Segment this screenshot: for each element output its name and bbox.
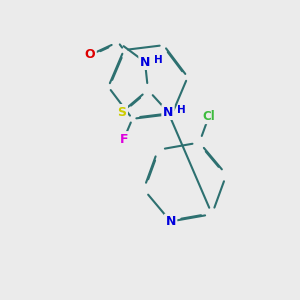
Text: N: N xyxy=(140,56,150,68)
Text: F: F xyxy=(119,133,128,146)
Text: N: N xyxy=(165,215,176,228)
Text: H: H xyxy=(154,55,162,65)
Text: N: N xyxy=(163,106,173,118)
Text: S: S xyxy=(118,106,127,118)
Text: Cl: Cl xyxy=(202,110,215,123)
Text: H: H xyxy=(177,105,185,115)
Text: O: O xyxy=(85,49,95,62)
